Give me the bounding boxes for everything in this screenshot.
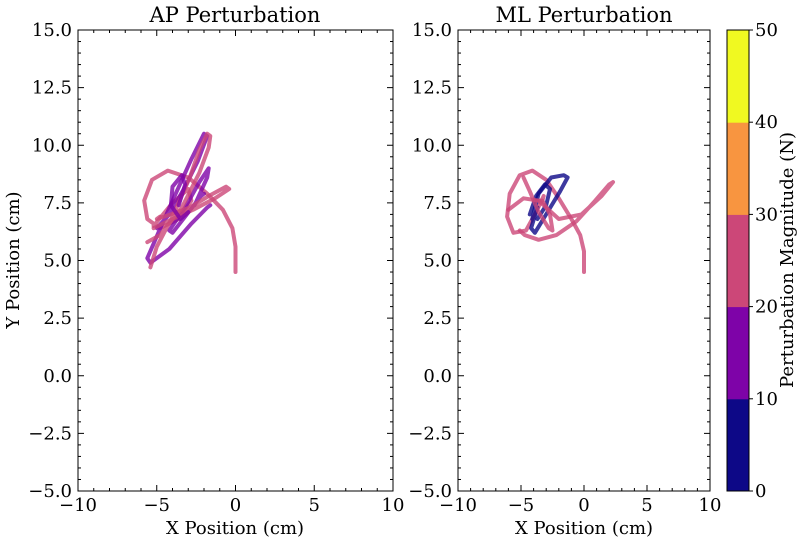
- ap-plot-area: [142, 131, 238, 274]
- ml-y-tick-label: 15.0: [412, 20, 452, 41]
- ap-y-tick-label: 0.0: [43, 366, 72, 387]
- colorbar-ticks: 0 10 20 30 40 50: [749, 20, 778, 502]
- ap-x-tick-label: 5: [309, 495, 320, 516]
- ml-x-tick-label: 0: [578, 495, 589, 516]
- colorbar-bins: [727, 30, 749, 492]
- ap-y-tick-label: 10.0: [32, 135, 72, 156]
- colorbar-bin-1: [727, 306, 749, 400]
- ap-y-tick-label: 7.5: [43, 193, 72, 214]
- colorbar-tick-label: 30: [755, 204, 778, 225]
- colorbar-bin-4: [727, 30, 749, 123]
- ap-y-tick-label: 5.0: [43, 251, 72, 272]
- colorbar-bin-0: [727, 398, 749, 492]
- ap-panel: AP Perturbation X Position (cm) Y Positi…: [3, 3, 404, 539]
- colorbar-tick-label: 0: [755, 481, 766, 502]
- ap-trajectory-5: [168, 173, 191, 221]
- colorbar-bin-2: [727, 214, 749, 308]
- ml-y-tick-label: −5.0: [408, 481, 452, 502]
- ml-x-tick-label: 10: [699, 495, 722, 516]
- colorbar-frame: [726, 29, 750, 492]
- ap-x-axis-label: X Position (cm): [166, 518, 304, 539]
- colorbar-tick-label: 40: [755, 112, 778, 133]
- ml-panel: ML Perturbation X Position (cm) −10 −5 0 5 1…: [408, 3, 721, 539]
- ml-x-tick-label: −5: [508, 495, 535, 516]
- ap-y-tick-label: 15.0: [32, 20, 72, 41]
- ml-x-tick-label: 5: [641, 495, 652, 516]
- ml-y-tick-label: 0.0: [423, 366, 452, 387]
- colorbar-tick-label: 50: [755, 20, 778, 41]
- colorbar: 0 10 20 30 40 50 Perturbation Magnitude (N): [726, 20, 798, 502]
- ap-y-tick-label: 12.5: [32, 78, 72, 99]
- colorbar-tick-label: 10: [755, 389, 778, 410]
- ap-panel-title: AP Perturbation: [149, 3, 321, 27]
- ap-x-tick-label: 10: [382, 495, 405, 516]
- colorbar-bin-3: [727, 122, 749, 215]
- ml-x-axis-label: X Position (cm): [515, 518, 653, 539]
- ap-y-tick-label: −2.5: [28, 423, 72, 444]
- ml-y-tick-label: 12.5: [412, 78, 452, 99]
- colorbar-tick-label: 20: [755, 297, 778, 318]
- ml-y-tick-label: 2.5: [423, 308, 452, 329]
- ml-y-tick-label: −2.5: [408, 423, 452, 444]
- ap-y-axis-label: Y Position (cm): [3, 191, 24, 329]
- ml-panel-title: ML Perturbation: [495, 3, 672, 27]
- ap-y-tick-label: 2.5: [43, 308, 72, 329]
- ml-y-tick-label: 10.0: [412, 135, 452, 156]
- ml-trajectory-4: [521, 175, 555, 233]
- colorbar-label: Perturbation Magnitude (N): [777, 132, 798, 388]
- ap-x-tick-label: 0: [230, 495, 241, 516]
- ap-y-tick-label: −5.0: [28, 481, 72, 502]
- ml-y-tick-label: 7.5: [423, 193, 452, 214]
- ml-y-tick-label: 5.0: [423, 251, 452, 272]
- ml-plot-area: [505, 168, 615, 274]
- ap-x-tick-label: −5: [143, 495, 170, 516]
- ap-x-tick-label: −10: [59, 495, 97, 516]
- ml-x-tick-label: −10: [439, 495, 477, 516]
